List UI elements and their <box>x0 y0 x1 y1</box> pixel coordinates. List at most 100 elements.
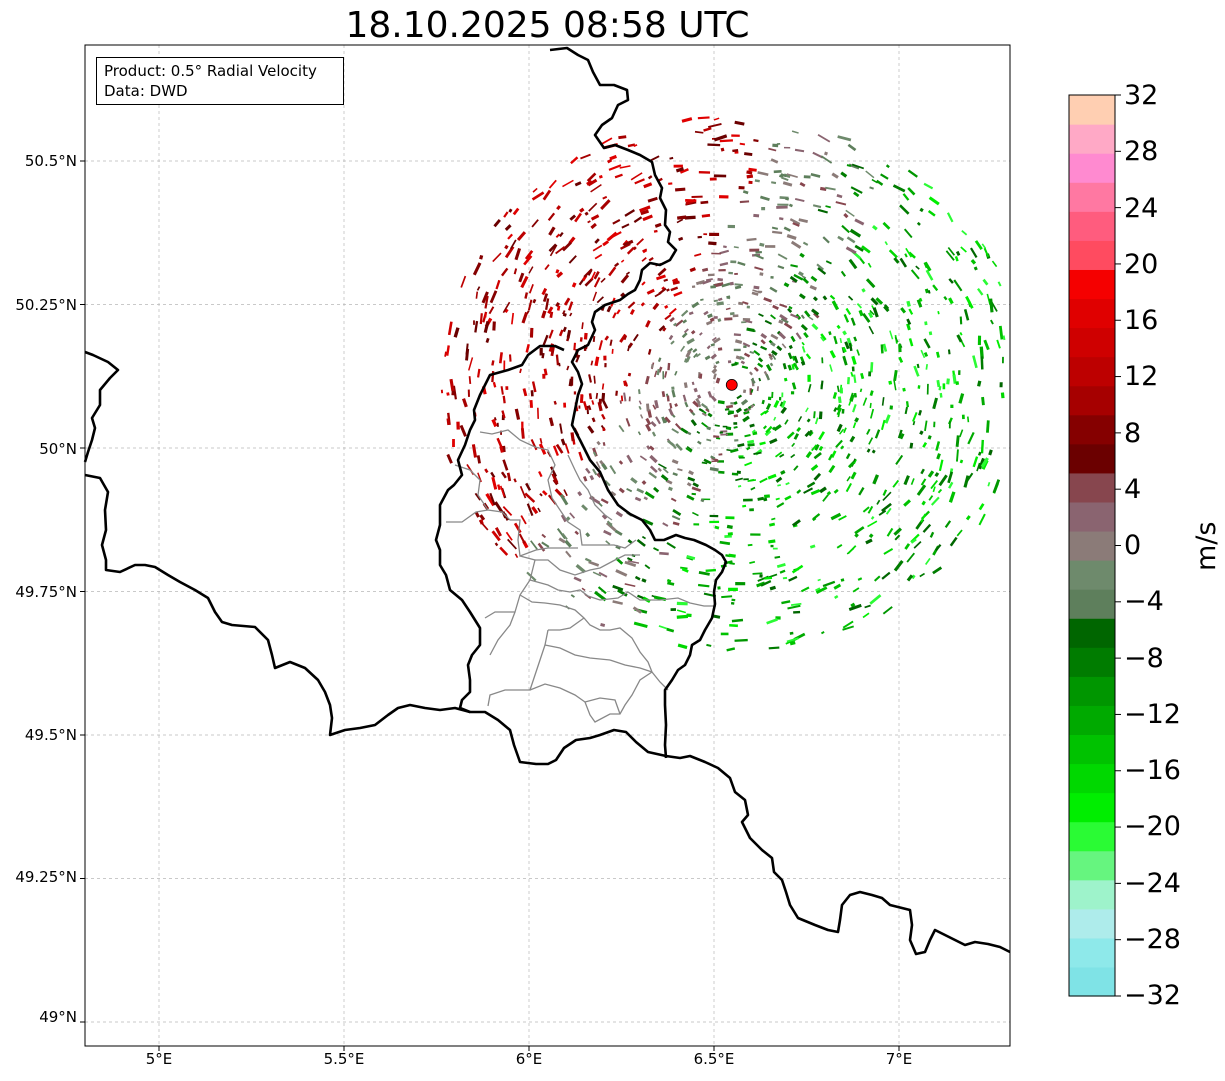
velocity-echo <box>866 428 871 435</box>
velocity-echo <box>632 246 637 251</box>
velocity-echo <box>718 195 729 199</box>
velocity-echo <box>843 213 849 219</box>
velocity-echo <box>650 421 657 428</box>
velocity-echo <box>600 277 606 283</box>
velocity-echo <box>1002 356 1004 364</box>
velocity-echo <box>807 374 811 382</box>
velocity-echo <box>479 254 484 260</box>
velocity-echo <box>711 252 721 255</box>
velocity-echo <box>781 343 787 349</box>
velocity-echo <box>798 218 808 223</box>
velocity-echo <box>529 400 533 408</box>
velocity-echo <box>654 400 659 409</box>
velocity-echo <box>833 335 838 345</box>
velocity-echo <box>944 520 952 528</box>
velocity-echo <box>973 266 978 271</box>
velocity-echo <box>921 500 926 506</box>
velocity-echo <box>593 375 596 384</box>
velocity-echo <box>753 451 762 455</box>
velocity-echo <box>996 339 1001 349</box>
velocity-echo <box>694 253 702 257</box>
velocity-echo <box>792 362 799 371</box>
colorbar-swatch <box>1069 443 1115 474</box>
velocity-echo <box>593 277 601 288</box>
velocity-echo <box>749 248 760 252</box>
velocity-echo <box>710 353 717 360</box>
velocity-echo <box>935 351 940 358</box>
velocity-echo <box>664 371 668 378</box>
velocity-echo <box>959 316 963 325</box>
velocity-echo <box>603 529 612 536</box>
velocity-echo <box>817 267 827 275</box>
velocity-echo <box>672 509 682 516</box>
velocity-echo <box>583 332 588 340</box>
velocity-echo <box>503 211 509 218</box>
velocity-echo <box>569 214 577 221</box>
velocity-echo <box>746 446 751 451</box>
velocity-echo <box>689 267 696 273</box>
velocity-echo <box>525 343 530 353</box>
velocity-echo <box>598 174 603 179</box>
velocity-echo <box>922 523 932 533</box>
velocity-echo <box>967 431 975 445</box>
velocity-echo <box>667 362 671 371</box>
velocity-echo <box>946 212 954 223</box>
velocity-echo <box>734 120 745 126</box>
colorbar-swatch <box>1069 124 1115 154</box>
velocity-echo <box>639 414 644 419</box>
velocity-echo <box>830 512 842 521</box>
velocity-echo <box>719 262 729 267</box>
velocity-echo <box>484 313 487 318</box>
velocity-echo <box>604 479 611 487</box>
velocity-echo <box>695 279 706 286</box>
velocity-echo <box>806 418 811 423</box>
velocity-echo <box>734 272 738 275</box>
velocity-echo <box>907 169 918 178</box>
velocity-echo <box>639 455 647 461</box>
velocity-echo <box>569 512 576 519</box>
velocity-echo <box>671 459 679 465</box>
velocity-echo <box>541 287 548 296</box>
velocity-echo <box>865 538 873 545</box>
velocity-echo <box>555 443 564 454</box>
velocity-echo <box>981 243 987 249</box>
velocity-echo <box>774 555 781 559</box>
velocity-echo <box>759 195 770 202</box>
velocity-echo <box>850 186 863 194</box>
velocity-echo <box>840 578 845 582</box>
velocity-echo <box>670 497 677 502</box>
velocity-echo <box>566 329 572 339</box>
velocity-echo <box>499 485 506 497</box>
colorbar-tick-label: −12 <box>1124 699 1181 730</box>
colorbar-swatch <box>1069 705 1115 736</box>
velocity-echo <box>848 603 862 611</box>
velocity-echo <box>852 422 857 429</box>
velocity-echo <box>920 513 926 523</box>
velocity-echo <box>747 439 755 444</box>
velocity-echo <box>743 498 753 502</box>
velocity-echo <box>502 301 511 314</box>
data-source-label: Data: DWD <box>104 82 188 100</box>
velocity-echo <box>520 428 525 439</box>
velocity-echo <box>948 491 956 503</box>
velocity-echo <box>839 337 843 344</box>
velocity-echo <box>797 271 804 277</box>
velocity-echo <box>799 181 806 188</box>
velocity-echo <box>826 490 832 496</box>
velocity-echo <box>765 403 772 410</box>
velocity-echo <box>477 368 481 378</box>
velocity-echo <box>742 301 749 305</box>
velocity-echo <box>743 352 751 358</box>
velocity-echo <box>869 309 875 316</box>
velocity-echo <box>592 468 598 476</box>
velocity-echo <box>934 472 940 478</box>
velocity-echo <box>942 383 946 390</box>
velocity-echo <box>688 470 694 476</box>
velocity-echo <box>715 377 721 384</box>
velocity-echo <box>630 172 643 181</box>
velocity-echo <box>738 186 745 190</box>
velocity-echo <box>796 489 802 494</box>
velocity-echo <box>579 337 583 342</box>
velocity-echo <box>707 143 721 147</box>
velocity-echo <box>591 400 595 405</box>
